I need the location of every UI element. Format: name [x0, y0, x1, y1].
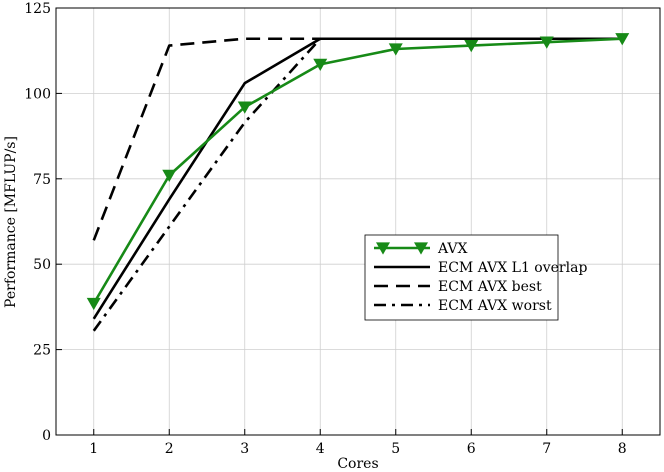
y-axis-label: Performance [MFLUP/s] [3, 136, 19, 308]
legend-marker [414, 242, 428, 255]
y-tick-label: 100 [24, 86, 51, 102]
x-tick-label: 4 [316, 441, 325, 457]
y-tick-label: 0 [42, 428, 51, 444]
legend-label: ECM AVX worst [438, 298, 552, 314]
legend-label: ECM AVX L1 overlap [438, 260, 587, 276]
series-line-ecm-avx-worst [92, 37, 623, 332]
x-tick-label: 8 [618, 441, 627, 457]
x-tick-label: 5 [391, 441, 400, 457]
data-point [388, 43, 403, 56]
legend: AVX ECM AVX L1 overlap ECM AVX best ECM AVX… [364, 234, 587, 321]
series-layer [86, 33, 630, 332]
x-tick-label: 1 [89, 441, 98, 457]
y-tick-label: 50 [33, 257, 51, 273]
legend-label: ECM AVX best [438, 279, 542, 295]
y-tick-label: 125 [24, 1, 51, 17]
x-tick-label: 6 [467, 441, 476, 457]
data-point [162, 169, 177, 183]
x-tick-label: 3 [240, 441, 249, 457]
data-point [464, 39, 479, 53]
axis-ticks: 1 2 3 4 5 6 7 8 0 25 50 75 100 125 [24, 1, 626, 457]
y-tick-label: 75 [33, 172, 51, 188]
x-tick-label: 7 [542, 441, 551, 457]
series-line-ecm-avx-best [92, 37, 623, 241]
data-point [86, 297, 101, 311]
series-line-avx [92, 37, 623, 305]
grid [56, 7, 660, 436]
x-axis-label: Cores [337, 456, 378, 472]
legend-marker [376, 242, 390, 255]
legend-label: AVX [437, 241, 468, 257]
data-point [237, 101, 252, 114]
y-tick-label: 25 [33, 343, 51, 359]
data-point [313, 58, 328, 72]
plot-frame [55, 7, 661, 436]
data-point [615, 33, 630, 46]
data-point [539, 36, 554, 49]
x-tick-label: 2 [165, 441, 174, 457]
